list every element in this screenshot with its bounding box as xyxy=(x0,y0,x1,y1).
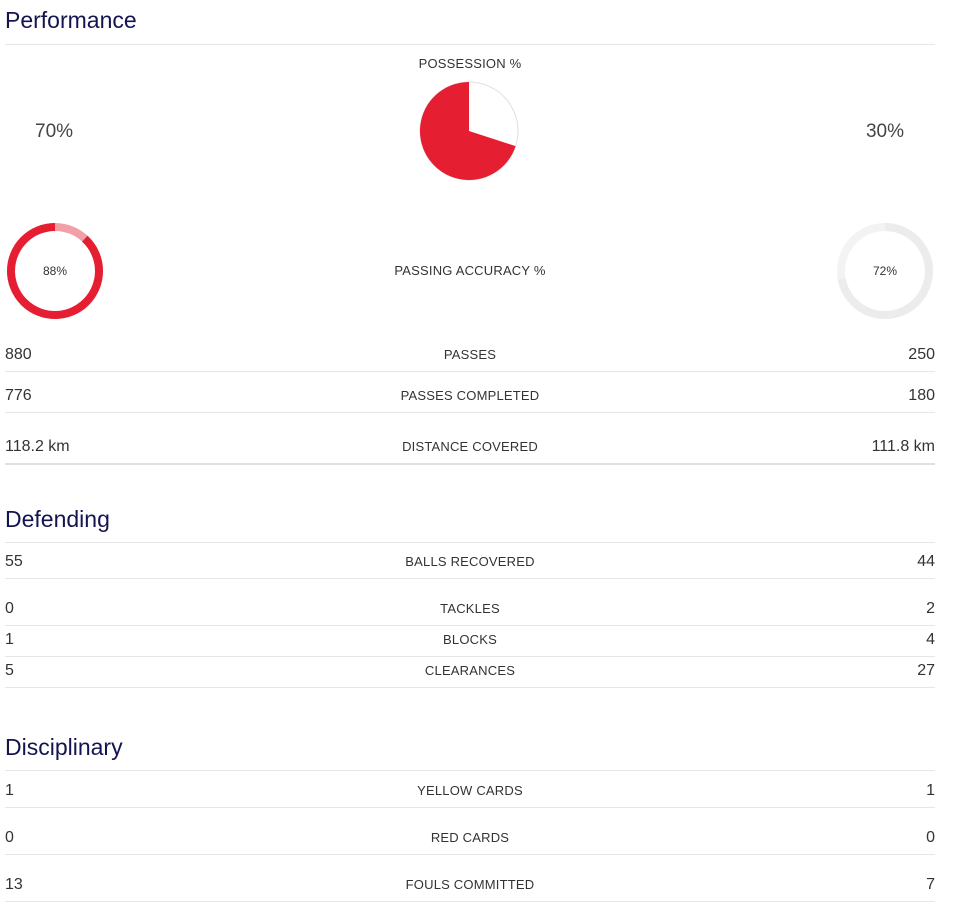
stat-away-value: 2 xyxy=(926,600,935,617)
stat-row-fouls-committed: 13 FOULS COMMITTED 7 xyxy=(5,873,935,897)
divider xyxy=(5,770,935,771)
divider xyxy=(5,412,935,413)
divider xyxy=(5,371,935,372)
stat-home-value: 0 xyxy=(5,829,14,846)
divider xyxy=(5,44,935,45)
divider xyxy=(5,625,935,626)
divider xyxy=(5,854,935,855)
stat-away-value: 250 xyxy=(908,346,935,363)
divider xyxy=(5,901,935,902)
divider xyxy=(5,687,935,688)
stat-label: DISTANCE COVERED xyxy=(402,439,538,454)
stat-label: PASSES xyxy=(443,347,497,362)
ring-progress-home xyxy=(7,223,103,319)
stat-away-value: 111.8 km xyxy=(871,438,935,455)
stat-label: FOULS COMMITTED xyxy=(405,877,535,892)
stat-home-value: 776 xyxy=(5,387,32,404)
stat-row-passes: 880 PASSES 250 xyxy=(5,343,935,367)
divider xyxy=(5,578,935,579)
stat-away-value: 7 xyxy=(926,876,935,893)
stat-away-value: 4 xyxy=(926,631,935,648)
stat-away-value: 0 xyxy=(926,829,935,846)
stat-home-value: 118.2 km xyxy=(5,438,70,455)
divider xyxy=(5,463,935,465)
divider xyxy=(5,656,935,657)
stat-row-tackles: 0 TACKLES 2 xyxy=(5,597,935,621)
stat-home-value: 1 xyxy=(5,782,14,799)
possession-label: POSSESSION % xyxy=(418,56,522,71)
stat-label: BALLS RECOVERED xyxy=(405,554,535,569)
passing-accuracy-ring-home: 88% xyxy=(5,221,105,321)
divider xyxy=(5,807,935,808)
stat-row-red-cards: 0 RED CARDS 0 xyxy=(5,826,935,850)
stat-away-value: 44 xyxy=(917,553,935,570)
divider xyxy=(5,542,935,543)
stat-label: RED CARDS xyxy=(430,830,510,845)
stat-home-value: 55 xyxy=(5,553,23,570)
stat-home-value: 5 xyxy=(5,662,14,679)
stat-label: YELLOW CARDS xyxy=(417,783,523,798)
stat-row-distance-covered: 118.2 km DISTANCE COVERED 111.8 km xyxy=(5,435,935,459)
pie-slice-home xyxy=(419,82,516,180)
passing-accuracy-label: PASSING ACCURACY % xyxy=(394,263,546,278)
ring-progress-away xyxy=(837,223,933,319)
stat-away-value: 1 xyxy=(926,782,935,799)
section-title-disciplinary: Disciplinary xyxy=(5,734,123,760)
stat-away-value: 27 xyxy=(917,662,935,679)
section-title-performance: Performance xyxy=(5,7,137,33)
passing-accuracy-away-value: 72% xyxy=(872,264,898,278)
stat-home-value: 13 xyxy=(5,876,23,893)
stat-label: CLEARANCES xyxy=(424,663,516,678)
stat-home-value: 880 xyxy=(5,346,32,363)
stat-row-yellow-cards: 1 YELLOW CARDS 1 xyxy=(5,779,935,803)
stat-row-balls-recovered: 55 BALLS RECOVERED 44 xyxy=(5,550,935,574)
possession-pie-chart xyxy=(419,81,519,181)
possession-right-value: 30% xyxy=(865,121,904,142)
passing-accuracy-ring-away: 72% xyxy=(835,221,935,321)
possession-left-value: 70% xyxy=(35,121,74,142)
stat-row-passes-completed: 776 PASSES COMPLETED 180 xyxy=(5,384,935,408)
stat-label: PASSES COMPLETED xyxy=(400,388,540,403)
stat-away-value: 180 xyxy=(908,387,935,404)
stat-label: BLOCKS xyxy=(443,632,497,647)
section-title-defending: Defending xyxy=(5,506,110,532)
stat-row-clearances: 5 CLEARANCES 27 xyxy=(5,659,935,683)
stat-label: TACKLES xyxy=(440,601,500,616)
stat-home-value: 0 xyxy=(5,600,14,617)
passing-accuracy-home-value: 88% xyxy=(42,264,68,278)
stat-row-blocks: 1 BLOCKS 4 xyxy=(5,628,935,652)
stat-home-value: 1 xyxy=(5,631,14,648)
